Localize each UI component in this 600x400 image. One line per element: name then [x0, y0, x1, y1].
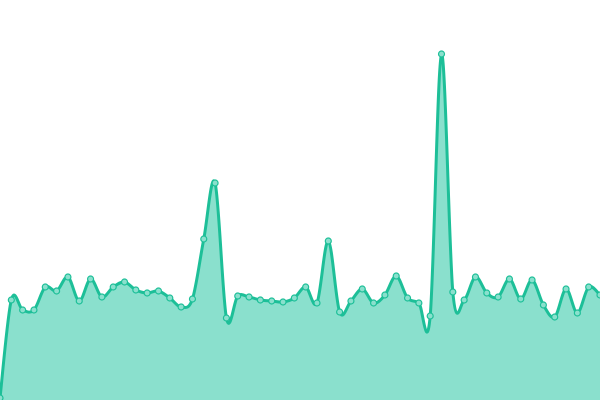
markers: [0, 50, 600, 400]
data-point: [120, 278, 129, 286]
data-point: [596, 291, 600, 299]
data-point: [336, 308, 344, 316]
data-point: [392, 272, 400, 280]
data-point: [437, 50, 446, 58]
data-point: [234, 292, 242, 300]
data-point: [98, 293, 106, 301]
data-point: [75, 297, 83, 305]
data-point: [222, 314, 231, 322]
data-point: [143, 289, 151, 297]
data-point: [302, 283, 310, 291]
data-point: [562, 285, 570, 293]
data-point: [324, 237, 332, 245]
data-point: [517, 295, 525, 303]
data-point: [483, 289, 491, 297]
data-point: [290, 294, 298, 302]
data-point: [347, 297, 355, 305]
data-point: [313, 299, 321, 307]
data-point: [471, 273, 480, 281]
data-point: [415, 299, 423, 307]
data-point: [177, 303, 185, 311]
data-point: [211, 179, 219, 187]
data-point: [426, 312, 434, 320]
data-point: [358, 285, 366, 293]
data-point: [369, 299, 378, 307]
data-point: [41, 283, 49, 291]
data-point: [109, 283, 117, 291]
data-point: [30, 306, 38, 314]
data-point: [268, 297, 276, 305]
data-point: [132, 286, 140, 294]
data-point: [460, 296, 468, 304]
data-point: [53, 287, 61, 295]
data-point: [494, 293, 502, 301]
data-point: [245, 293, 253, 301]
data-point: [403, 294, 412, 302]
data-point: [449, 288, 457, 296]
data-point: [7, 296, 15, 304]
data-point: [200, 235, 208, 243]
data-point: [585, 283, 593, 291]
data-point: [279, 298, 287, 306]
data-point: [551, 313, 559, 321]
data-point: [19, 306, 27, 314]
data-point: [64, 273, 72, 281]
data-point: [166, 294, 174, 302]
area-fill: [0, 53, 600, 400]
data-point: [154, 287, 163, 295]
data-point: [573, 309, 581, 317]
data-point: [0, 394, 4, 400]
data-point: [381, 291, 389, 299]
data-point: [188, 295, 197, 303]
data-point: [256, 296, 264, 304]
data-point: [86, 275, 95, 283]
data-point: [528, 276, 536, 284]
data-point: [539, 301, 547, 309]
data-point: [505, 275, 514, 283]
